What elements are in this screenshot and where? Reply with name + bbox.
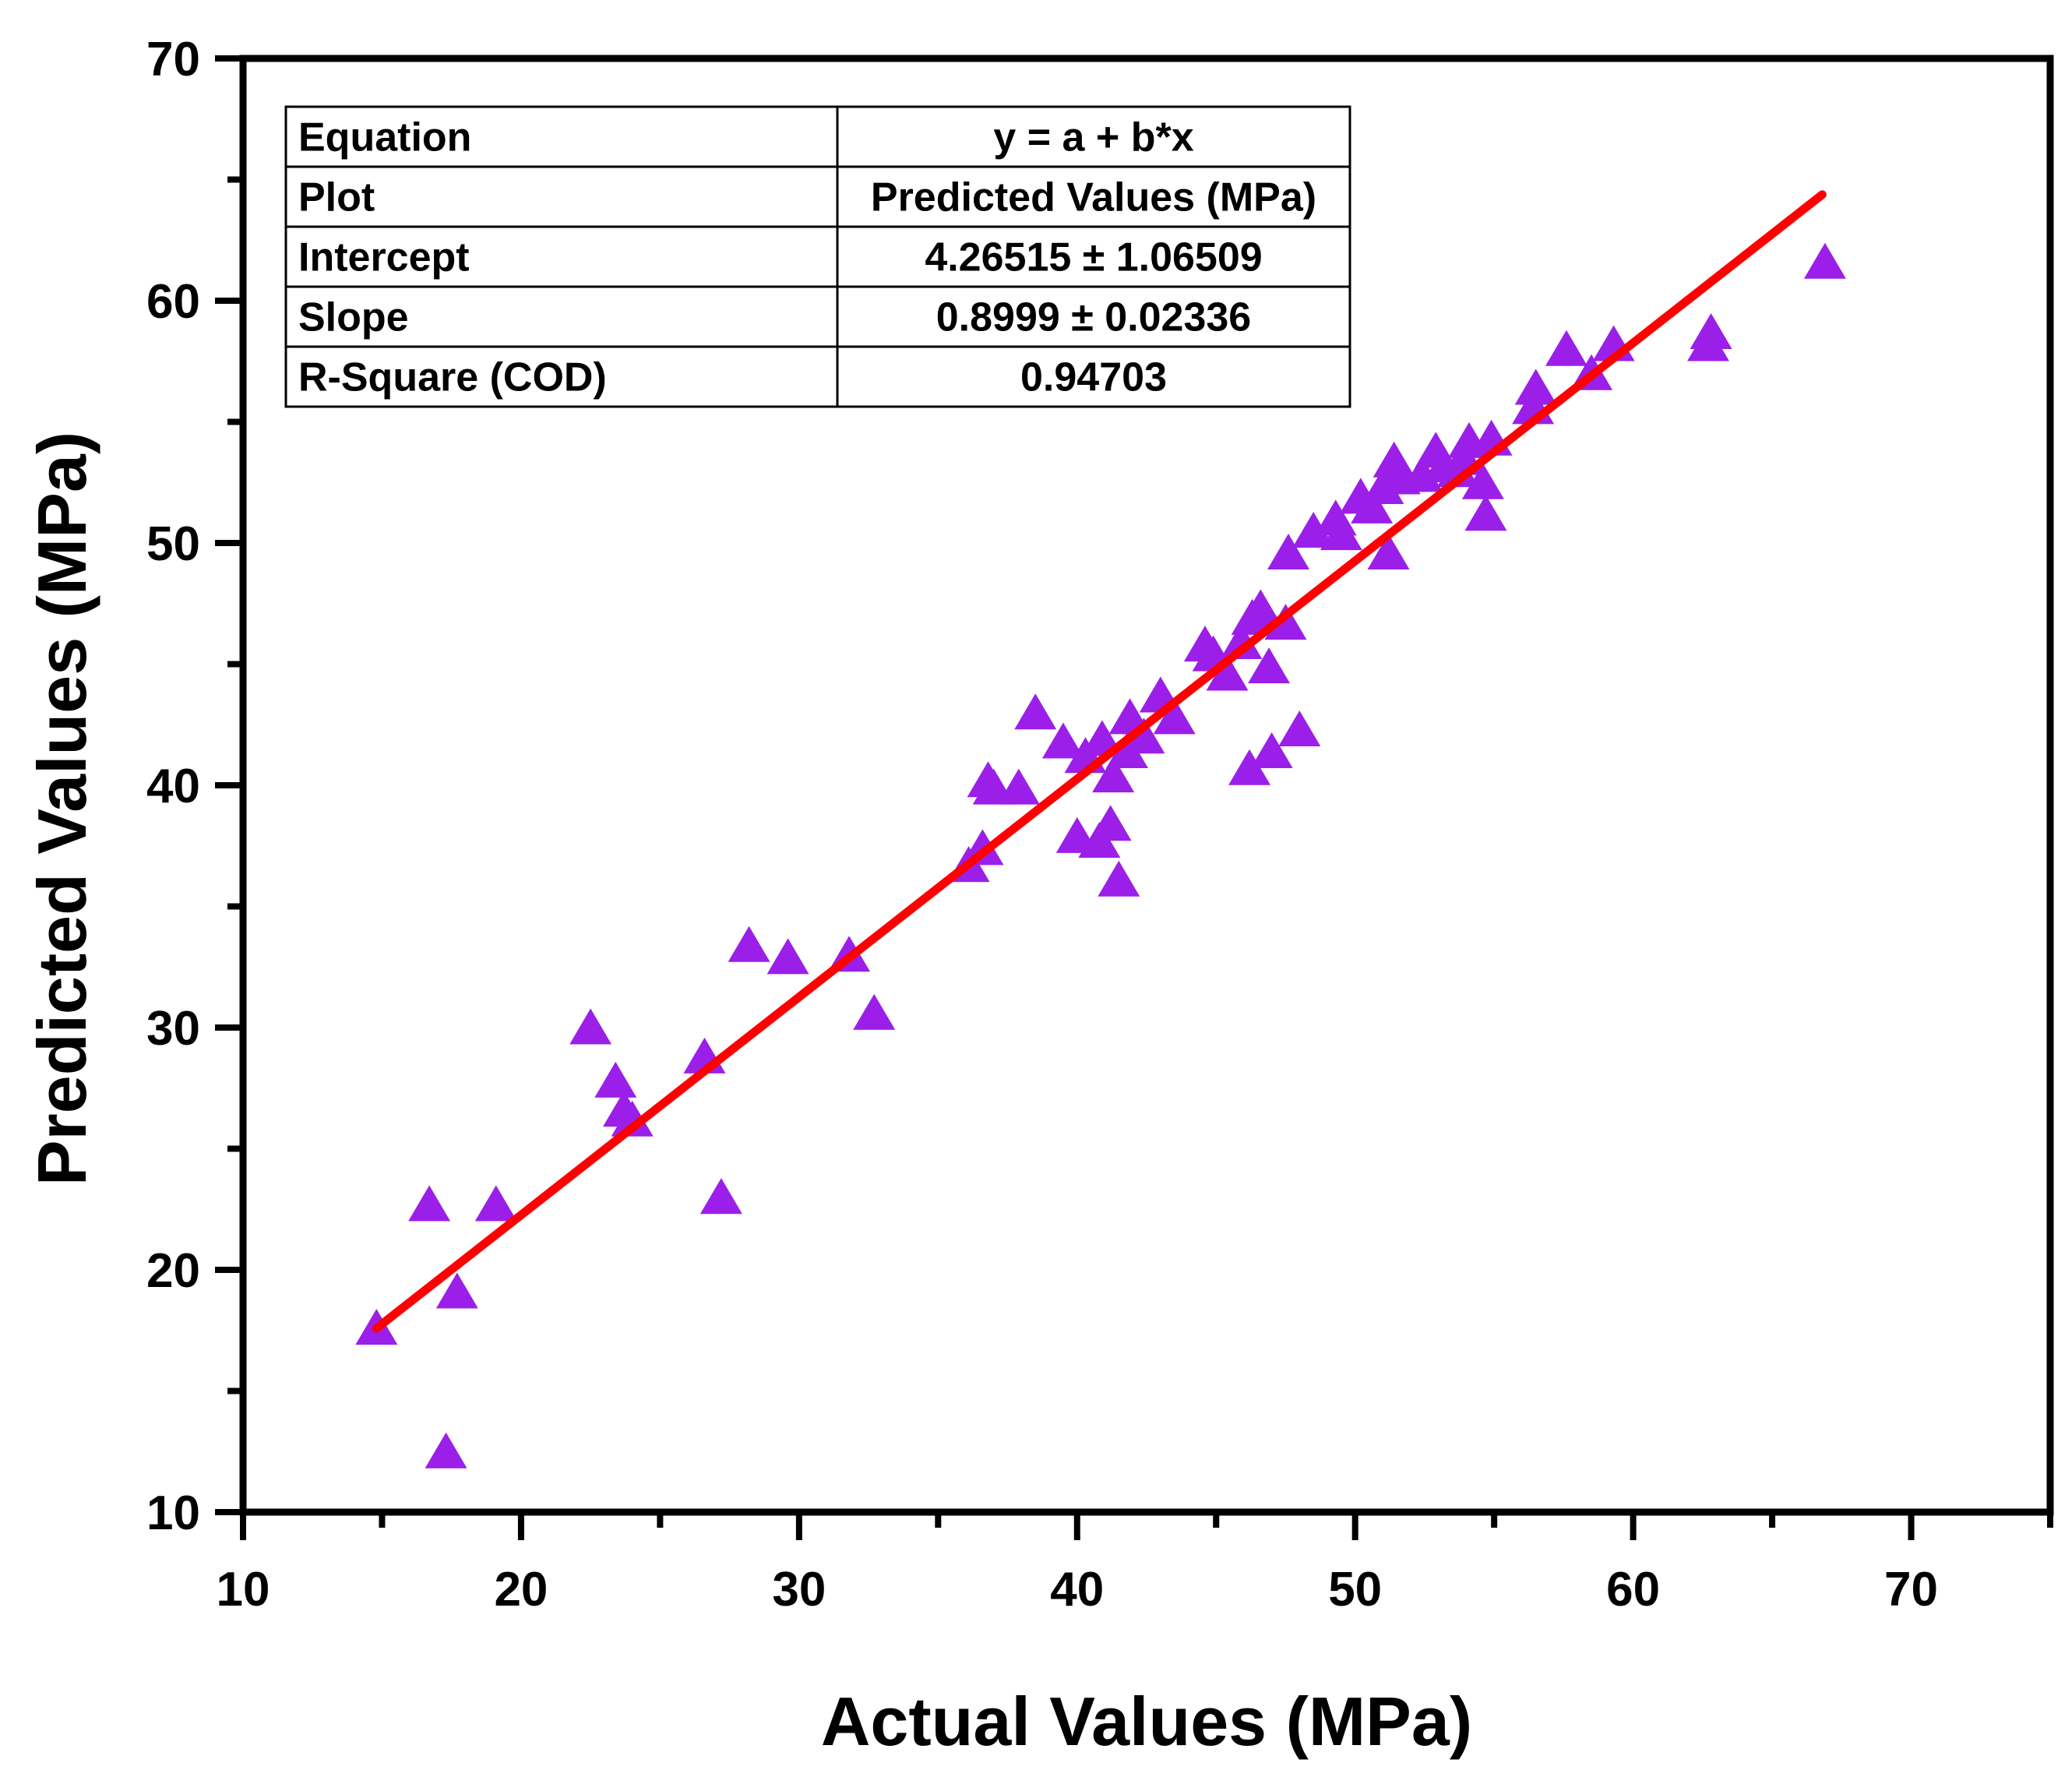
stats-value: 0.8999 ± 0.02336: [936, 295, 1251, 340]
data-point-triangle: [1351, 487, 1394, 524]
stats-label: Slope: [298, 295, 409, 340]
data-point-triangle: [1014, 693, 1057, 730]
data-point-triangle: [1098, 860, 1140, 897]
plot-frame: [239, 55, 2054, 1516]
data-point-triangle: [1514, 368, 1557, 405]
data-point-triangle: [594, 1061, 637, 1098]
data-point-triangle: [1092, 756, 1135, 793]
x-tick-label: 40: [1050, 1563, 1104, 1617]
data-point-triangle: [1228, 749, 1271, 785]
y-tick-label: 10: [146, 1486, 200, 1540]
data-point-triangle: [435, 1272, 478, 1309]
x-tick-label: 60: [1606, 1563, 1660, 1617]
data-point-triangle: [1545, 330, 1587, 366]
data-point-triangle: [1367, 533, 1410, 569]
data-point-triangle: [1401, 456, 1443, 492]
x-tick-label: 10: [217, 1563, 270, 1617]
stats-table-border: [284, 105, 1351, 408]
x-axis-title: Actual Values (MPa): [821, 1683, 1472, 1760]
data-point-triangle: [699, 1178, 742, 1215]
data-point-triangle: [1461, 463, 1504, 499]
data-point-triangle: [1250, 732, 1293, 768]
data-point-triangle: [425, 1432, 467, 1468]
data-point-triangle: [1690, 312, 1732, 349]
data-point-triangle: [1278, 710, 1321, 746]
data-point-triangle: [1803, 242, 1846, 279]
data-point-triangle: [1267, 533, 1310, 569]
data-point-triangle: [728, 926, 770, 962]
regression-stats-table: Equation y = a + b*x Plot Predicted Values …: [284, 105, 1351, 408]
data-point-triangle: [1089, 805, 1132, 841]
stats-label: Intercept: [298, 235, 470, 280]
data-point-triangle: [997, 768, 1040, 805]
y-tick-label: 60: [146, 275, 200, 329]
stats-value: 4.26515 ± 1.06509: [925, 235, 1262, 280]
data-point-triangle: [1292, 511, 1335, 548]
stats-value: Predicted Values (MPa): [871, 175, 1316, 220]
data-point-triangle: [1122, 717, 1165, 754]
data-point-triangle: [569, 1008, 612, 1045]
data-point-triangle: [853, 993, 896, 1030]
y-tick-label: 70: [146, 33, 200, 86]
stats-label: R-Square (COD): [298, 355, 607, 400]
axis-tick-labels: 10 20 30 40 50 60 70 10 20 30 40 50 60 70: [146, 33, 1938, 1617]
x-tick-label: 20: [494, 1563, 548, 1617]
y-tick-label: 50: [146, 517, 200, 571]
y-axis-title: Predicted Values (MPa): [23, 432, 100, 1186]
data-point-triangle: [1464, 495, 1507, 531]
data-point-triangle: [1362, 467, 1404, 504]
data-point-triangle: [1239, 589, 1282, 626]
data-point-triangle: [1041, 722, 1084, 759]
x-tick-label: 70: [1884, 1563, 1938, 1617]
stats-label: Plot: [298, 175, 375, 220]
x-tick-label: 30: [772, 1563, 826, 1617]
y-tick-label: 30: [146, 1002, 200, 1056]
data-point-triangle: [1264, 604, 1307, 640]
data-point-triangle: [408, 1185, 451, 1222]
data-point-triangle: [611, 1100, 654, 1137]
y-tick-label: 40: [146, 760, 200, 813]
data-point-triangle: [766, 938, 809, 975]
stats-value: 0.94703: [1020, 355, 1167, 400]
data-point-triangle: [1248, 647, 1291, 684]
data-point-triangle: [1320, 514, 1362, 551]
data-point-triangle: [1206, 654, 1249, 691]
data-point-triangle: [1220, 623, 1263, 660]
stats-value: y = a + b*x: [993, 115, 1193, 160]
data-point-triangle: [1153, 698, 1196, 735]
linear-fit-line: [372, 190, 1827, 1333]
data-point-triangle: [474, 1185, 517, 1222]
x-tick-label: 50: [1328, 1563, 1382, 1617]
data-points: [355, 242, 1846, 1468]
stats-label: Equation: [298, 115, 471, 160]
y-tick-label: 20: [146, 1244, 200, 1298]
